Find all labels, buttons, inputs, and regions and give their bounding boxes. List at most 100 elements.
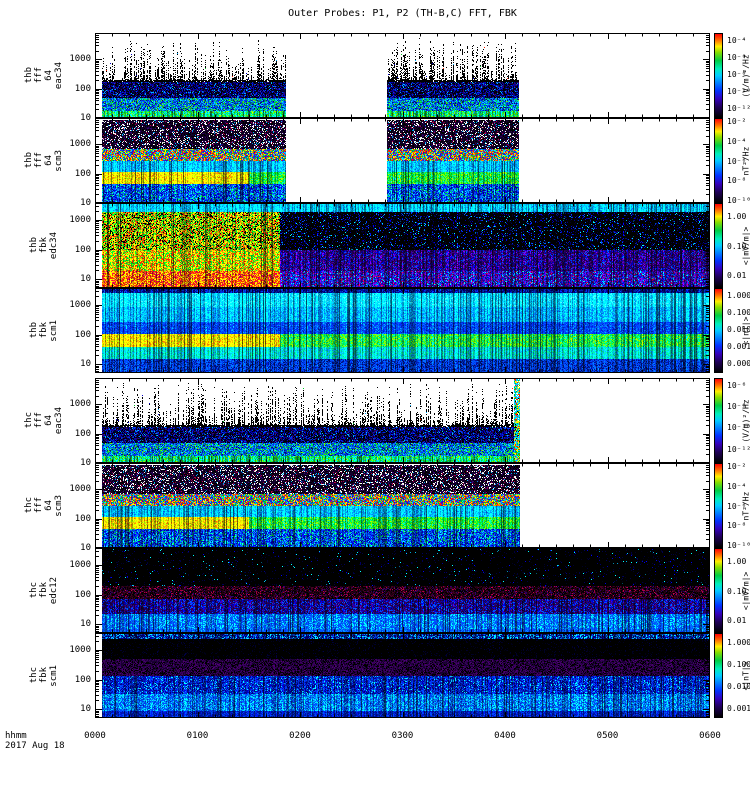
y-tick-label: 10 — [80, 198, 91, 208]
colorbar-tick-label: 0.010 — [727, 681, 750, 691]
spectrogram-canvas-thb-fbk-scm1 — [95, 288, 710, 373]
x-axis-tick-label: 0600 — [699, 731, 721, 741]
y-tick-label: 10 — [80, 458, 91, 468]
y-axis-label-line: fff — [34, 497, 44, 514]
y-tick-label: 100 — [74, 589, 91, 600]
colorbar-tick-label: 0.0100 — [727, 324, 750, 334]
colorbar-tick-label: 1.0000 — [727, 290, 750, 300]
y-tick-label: 10 — [80, 543, 91, 553]
colorbar-unit-label: <|nT|> — [741, 316, 750, 345]
y-axis-label-thc-fff-64-eac34: thc fff 64 eac34 — [22, 378, 66, 463]
x-axis-tick-label: 0400 — [494, 731, 516, 741]
colorbar-tick-label: 10⁻⁸ — [727, 521, 747, 531]
y-tick-label: 100 — [74, 428, 91, 439]
spectrogram-canvas-thb-fff-64-scm3 — [95, 118, 710, 203]
colorbar-tick-label: 0.01 — [727, 271, 747, 281]
colorbar-tick-label: 10⁻⁴ — [727, 136, 747, 146]
colorbar-thb-fbk-scm1 — [714, 288, 723, 373]
colorbar-thc-fbk-edc12 — [714, 548, 723, 633]
colorbar-tick-label: 10⁻¹⁰ — [727, 86, 750, 96]
y-tick-label: 100 — [74, 168, 91, 179]
colorbar-unit-label: (V/m)²/Hz — [741, 398, 750, 443]
spectrogram-canvas-thc-fbk-edc12 — [95, 548, 710, 633]
x-axis-tick-label: 0000 — [84, 731, 106, 741]
colorbar-unit-label: (V/m)²/Hz — [741, 53, 750, 98]
colorbar-tick-label: 0.1000 — [727, 307, 750, 317]
y-tick-label: 1000 — [69, 484, 91, 495]
colorbar-thc-fbk-scm1 — [714, 633, 723, 718]
colorbar-tick-label: 10⁻² — [727, 117, 747, 127]
y-axis-label-line: thb — [24, 67, 34, 84]
y-axis-label-line: fbk — [39, 237, 49, 254]
y-axis-label-line: 64 — [44, 155, 54, 166]
y-axis-label-line: fff — [34, 412, 44, 429]
y-tick-label: 1000 — [69, 299, 91, 310]
y-tick-label: 100 — [74, 513, 91, 524]
y-axis-label-line: 64 — [44, 500, 54, 511]
spectrogram-canvas-thc-fff-64-eac34 — [95, 378, 710, 463]
colorbar-tick-label: 0.001 — [727, 703, 750, 713]
colorbar-tick-label: 10⁻¹⁰ — [727, 195, 750, 205]
y-tick-label: 1000 — [69, 399, 91, 410]
colorbar-tick-label: 10⁻¹² — [727, 103, 750, 113]
colorbar-unit-label: nT²/Hz — [741, 491, 750, 520]
y-axis-label-thb-fff-64-scm3: thb fff 64 scm3 — [22, 118, 66, 203]
date-label: 2017 Aug 18 — [5, 741, 65, 751]
spectrogram-canvas-thb-fbk-edc34 — [95, 203, 710, 288]
y-axis-label-line: thc — [29, 582, 39, 599]
y-tick-label: 100 — [74, 83, 91, 94]
y-tick-label: 1000 — [69, 214, 91, 225]
colorbar-tick-label: 10⁻¹⁰ — [727, 423, 750, 433]
y-tick-label: 10 — [80, 619, 91, 630]
y-tick-label: 100 — [74, 244, 91, 255]
x-axis-tick-label: 0300 — [391, 731, 414, 741]
colorbar-tick-label: 10⁻² — [727, 462, 747, 472]
colorbar-tick-label: 10⁻¹⁰ — [727, 540, 750, 550]
colorbar-tick-label: 1.000 — [727, 637, 750, 647]
y-axis-label-line: fbk — [39, 322, 49, 339]
y-axis-label-line: fff — [34, 152, 44, 169]
colorbar-thc-fff-64-scm3 — [714, 463, 723, 548]
colorbar-tick-label: 10⁻¹² — [727, 444, 750, 454]
y-tick-label: 10 — [80, 274, 91, 285]
y-axis-label-line: thc — [29, 667, 39, 684]
colorbar-tick-label: 10⁻⁶ — [727, 52, 747, 62]
colorbar-unit-label: <|mV/m|> — [741, 226, 750, 265]
colorbar-thb-fff-64-scm3 — [714, 118, 723, 203]
y-axis-label-line: thb — [24, 152, 34, 169]
y-axis-label-line: thc — [24, 412, 34, 429]
colorbar-thb-fff-64-eac34 — [714, 33, 723, 118]
y-axis-label-line: thc — [24, 497, 34, 514]
y-axis-label-line: fbk — [39, 582, 49, 599]
colorbar-unit-label: nT²/Hz — [741, 146, 750, 175]
colorbar-tick-label: 10⁻⁸ — [727, 69, 747, 79]
colorbar-unit-label: <|nT|> — [741, 661, 750, 690]
colorbar-tick-label: 1.00 — [727, 211, 747, 221]
colorbar-tick-label: 0.10 — [727, 241, 747, 251]
colorbar-tick-label: 0.01 — [727, 616, 747, 626]
colorbar-tick-label: 10⁻⁶ — [727, 156, 747, 166]
y-axis-label-line: fff — [34, 67, 44, 84]
colorbar-tick-label: 0.10 — [727, 586, 747, 596]
x-axis-tick-label: 0100 — [186, 731, 209, 741]
y-axis-label-thc-fff-64-scm3: thc fff 64 scm3 — [22, 463, 66, 548]
colorbar-tick-label: 10⁻⁴ — [727, 481, 747, 491]
colorbar-thc-fff-64-eac34 — [714, 378, 723, 463]
y-tick-label: 10 — [80, 359, 91, 370]
y-tick-label: 100 — [74, 329, 91, 340]
y-tick-label: 1000 — [69, 139, 91, 150]
colorbar-unit-label: <|mV/m|> — [741, 571, 750, 610]
spectrogram-canvas-thb-fff-64-eac34 — [95, 33, 710, 118]
y-axis-label-line: 64 — [44, 70, 54, 81]
x-axis-unit-label: hhmm — [5, 731, 27, 741]
x-axis-tick-label: 0500 — [596, 731, 619, 741]
y-axis-label-thb-fff-64-eac34: thb fff 64 eac34 — [22, 33, 66, 118]
colorbar-tick-label: 10⁻⁸ — [727, 176, 747, 186]
y-tick-label: 1000 — [69, 644, 91, 655]
colorbar-thb-fbk-edc34 — [714, 203, 723, 288]
colorbar-tick-label: 1.00 — [727, 556, 747, 566]
y-axis-label-line: fbk — [39, 667, 49, 684]
